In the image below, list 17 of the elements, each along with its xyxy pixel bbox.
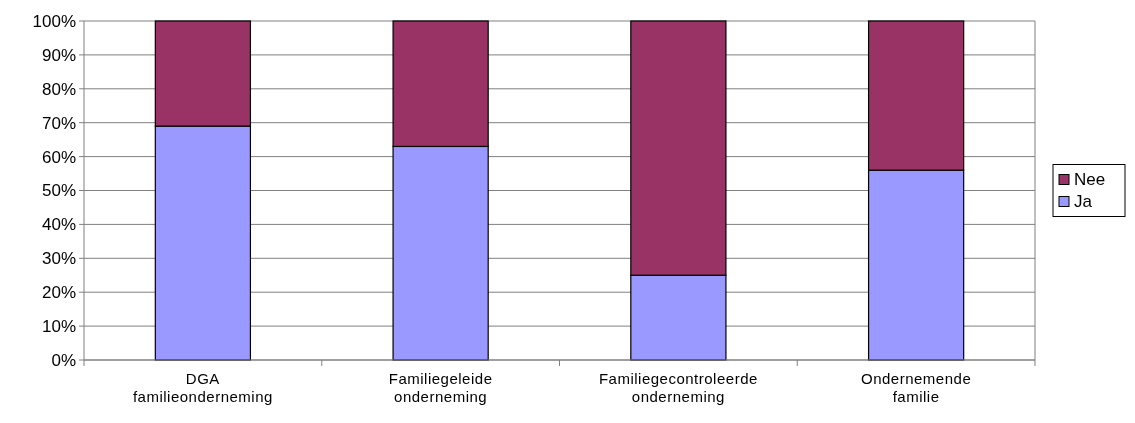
y-tick-label: 0%	[51, 350, 76, 370]
x-tick-label: Familiegeleide onderneming	[388, 370, 493, 405]
y-tick-label: 50%	[41, 181, 76, 201]
y-tick-label: 70%	[41, 113, 76, 133]
y-tick-label: 30%	[41, 249, 76, 269]
legend-label: Ja	[1074, 192, 1093, 212]
y-tick-label: 10%	[41, 317, 76, 337]
y-tick-label: 80%	[41, 79, 76, 99]
y-tick-label: 60%	[41, 147, 76, 167]
y-tick-label: 100%	[32, 11, 76, 31]
x-tick-label: Familiegecontroleerde onderneming	[598, 370, 758, 405]
y-tick-label: 90%	[41, 45, 76, 65]
y-tick-label: 20%	[41, 283, 76, 303]
legend-label: Nee	[1074, 170, 1106, 190]
y-tick-label: 40%	[41, 215, 76, 235]
x-tick-label: DGA familieonderneming	[132, 370, 273, 405]
x-tick-label: Ondernemende familie	[861, 370, 972, 405]
